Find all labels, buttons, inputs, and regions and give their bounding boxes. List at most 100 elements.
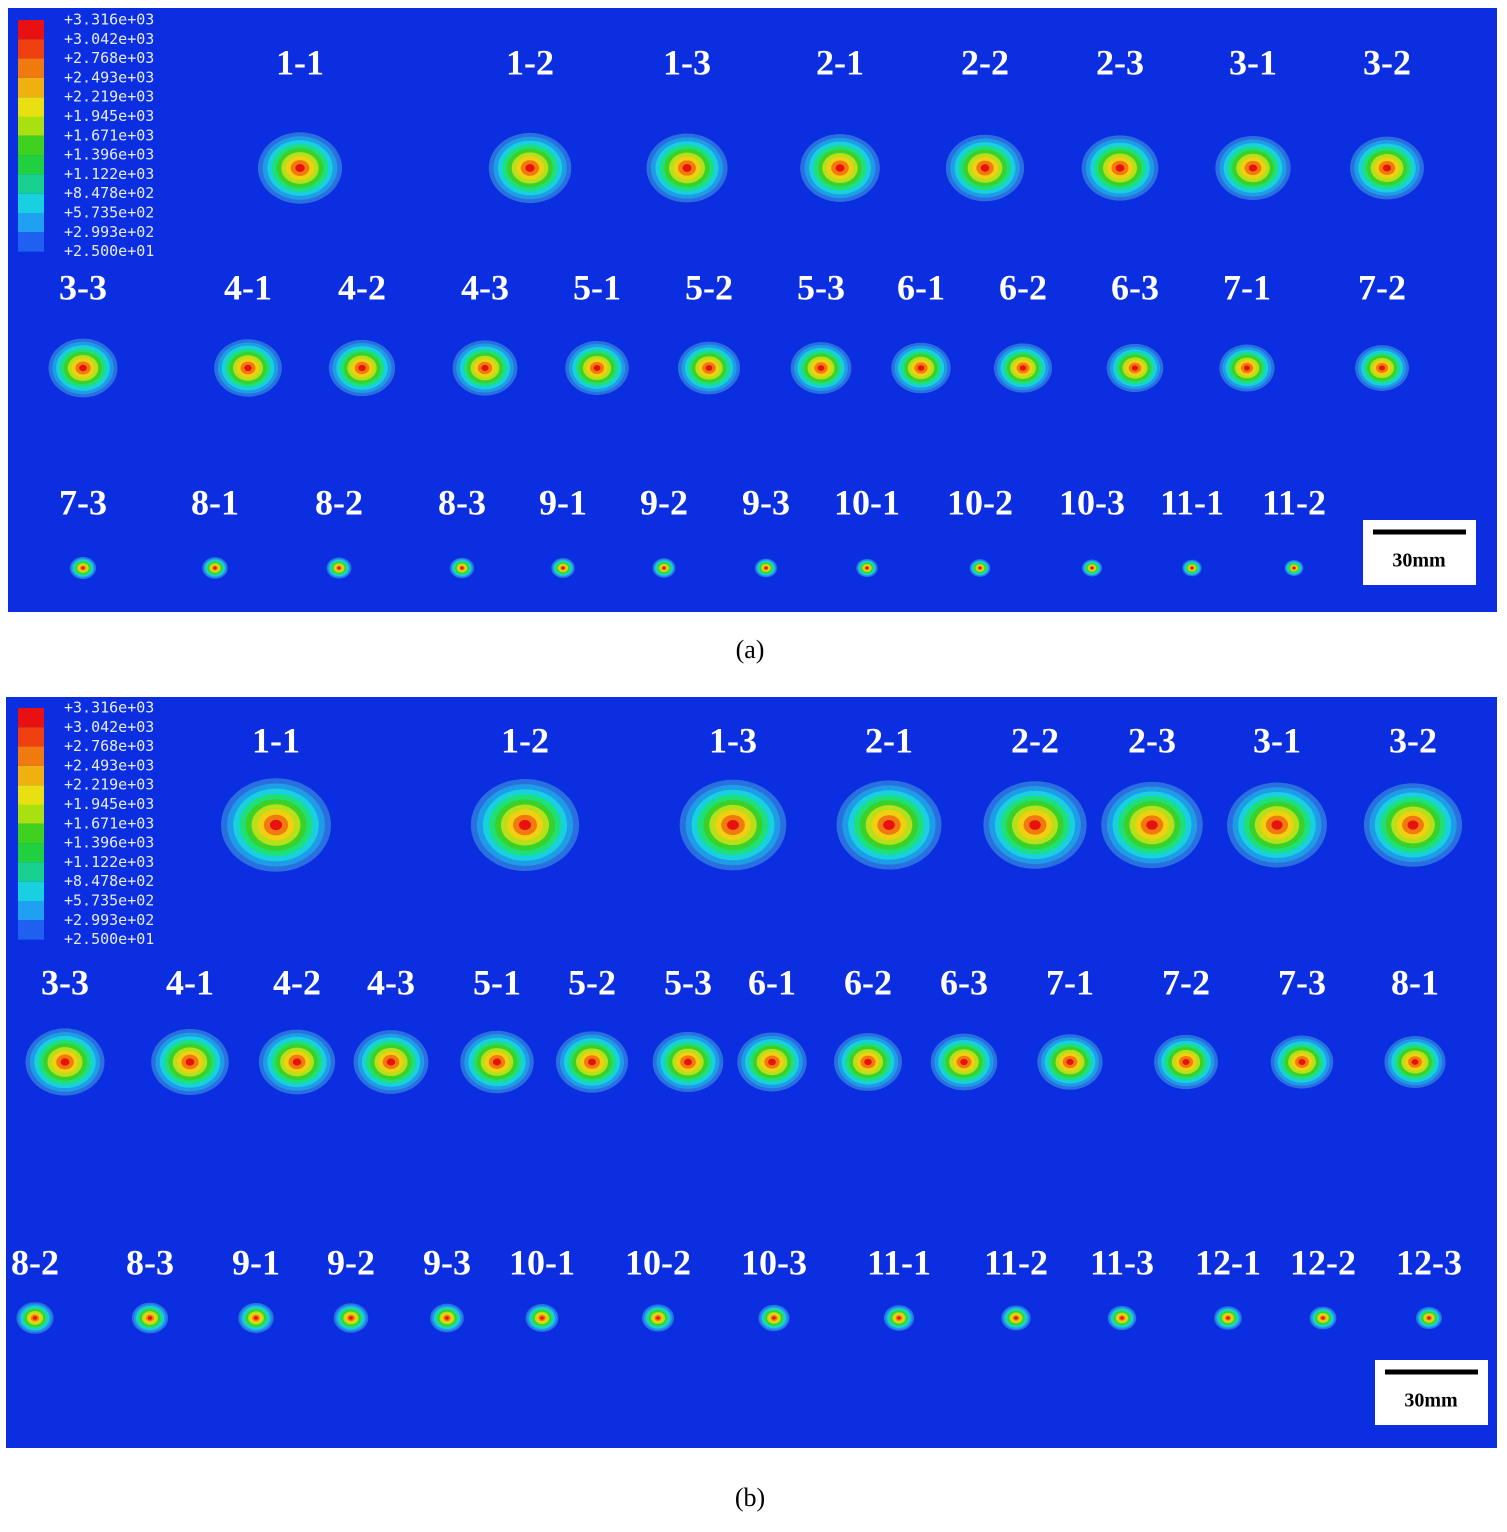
legend-label: +3.316e+03 <box>64 699 154 717</box>
specimen-label: 6-3 <box>1111 267 1159 307</box>
specimen-label: 10-2 <box>947 482 1013 522</box>
legend-label: +2.493e+03 <box>64 68 154 86</box>
legend-label: +8.478e+02 <box>64 184 154 202</box>
contour <box>244 364 252 372</box>
contour <box>727 819 739 831</box>
legend-label: +3.042e+03 <box>64 30 154 48</box>
specimen-label: 6-2 <box>844 962 892 1002</box>
contour <box>79 364 87 372</box>
specimen-label: 9-3 <box>423 1242 471 1282</box>
specimen-label: 11-3 <box>1090 1242 1154 1282</box>
legend-swatch <box>18 97 44 117</box>
contour <box>656 1316 660 1320</box>
specimen-label: 8-2 <box>315 482 363 522</box>
contour <box>1243 365 1251 371</box>
contour <box>978 566 982 570</box>
specimen-label: 10-1 <box>834 482 900 522</box>
contour <box>254 1316 258 1320</box>
contour <box>897 1316 901 1320</box>
contour <box>1090 566 1094 570</box>
specimen-label: 4-1 <box>224 267 272 307</box>
specimen-label: 9-1 <box>539 482 587 522</box>
contour <box>1120 1316 1124 1320</box>
legend-label: +2.219e+03 <box>64 776 154 794</box>
legend-swatch <box>18 727 44 747</box>
contour <box>337 566 341 570</box>
legend-swatch <box>18 765 44 786</box>
contour <box>960 1058 968 1066</box>
specimen-label: 6-1 <box>897 267 945 307</box>
specimen-label: 7-1 <box>1223 267 1271 307</box>
specimen-label: 2-3 <box>1128 720 1176 760</box>
contour <box>1131 365 1139 371</box>
specimen-label: 5-3 <box>664 962 712 1002</box>
contour <box>269 819 283 831</box>
specimen-label: 11-2 <box>1262 482 1326 522</box>
specimen-label: 3-2 <box>1363 42 1411 82</box>
specimen-label: 3-1 <box>1253 720 1301 760</box>
legend-label: +2.500e+01 <box>64 242 154 260</box>
specimen-label: 2-3 <box>1096 42 1144 82</box>
specimen-label: 9-2 <box>640 482 688 522</box>
legend-swatch <box>18 193 44 213</box>
specimen-label: 3-3 <box>41 962 89 1002</box>
contour <box>980 164 990 172</box>
contour <box>185 1058 195 1066</box>
specimen-label: 7-3 <box>1278 962 1326 1002</box>
legend-swatch <box>18 920 44 940</box>
specimen-label: 11-2 <box>984 1242 1048 1282</box>
contour <box>1271 820 1283 830</box>
contour <box>32 1316 38 1320</box>
panel-a-background <box>8 8 1497 612</box>
specimen-label: 12-2 <box>1290 1242 1356 1282</box>
contour <box>705 365 713 371</box>
legend-swatch <box>18 746 44 766</box>
contour <box>81 566 85 570</box>
legend-swatch <box>18 785 44 805</box>
legend-label: +1.945e+03 <box>64 107 154 125</box>
specimen-label: 8-3 <box>438 482 486 522</box>
legend-swatch <box>18 843 44 863</box>
specimen-label: 3-1 <box>1229 42 1277 82</box>
legend-swatch <box>18 708 44 728</box>
legend-swatch <box>18 823 44 844</box>
contour <box>349 1316 353 1320</box>
legend-swatch <box>18 39 44 59</box>
specimen-label: 4-3 <box>367 962 415 1002</box>
legend-swatch <box>18 77 44 98</box>
contour <box>835 164 845 172</box>
contour <box>213 566 217 570</box>
contour <box>358 364 366 372</box>
specimen-label: 5-2 <box>685 267 733 307</box>
contour <box>1379 365 1385 371</box>
specimen-label: 9-2 <box>327 1242 375 1282</box>
contour <box>1298 1059 1306 1065</box>
legend-label: +2.768e+03 <box>64 737 154 755</box>
contour <box>917 365 925 371</box>
contour <box>147 1316 153 1320</box>
legend-swatch <box>18 232 44 252</box>
contour <box>1190 566 1194 570</box>
specimen-label: 1-2 <box>501 720 549 760</box>
legend-label: +1.122e+03 <box>64 853 154 871</box>
contour <box>1407 820 1419 830</box>
legend-swatch <box>18 20 44 40</box>
specimen-label: 8-1 <box>191 482 239 522</box>
specimen-label: 10-2 <box>625 1242 691 1282</box>
legend-label: +1.396e+03 <box>64 834 154 852</box>
legend-label: +3.042e+03 <box>64 718 154 736</box>
contour <box>1427 1316 1431 1320</box>
contour <box>768 1058 776 1066</box>
specimen-label: 10-3 <box>741 1242 807 1282</box>
legend-label: +2.993e+02 <box>64 911 154 929</box>
scale-bar-label: 30mm <box>1404 1390 1458 1412</box>
contour <box>864 1058 872 1066</box>
legend-swatch <box>18 116 44 136</box>
legend-label: +5.735e+02 <box>64 204 154 222</box>
specimen-label: 9-1 <box>232 1242 280 1282</box>
contour <box>1411 1059 1419 1065</box>
legend-swatch <box>18 213 44 233</box>
specimen-label: 8-2 <box>11 1242 59 1282</box>
legend-swatch <box>18 804 44 824</box>
contour <box>1029 820 1041 830</box>
